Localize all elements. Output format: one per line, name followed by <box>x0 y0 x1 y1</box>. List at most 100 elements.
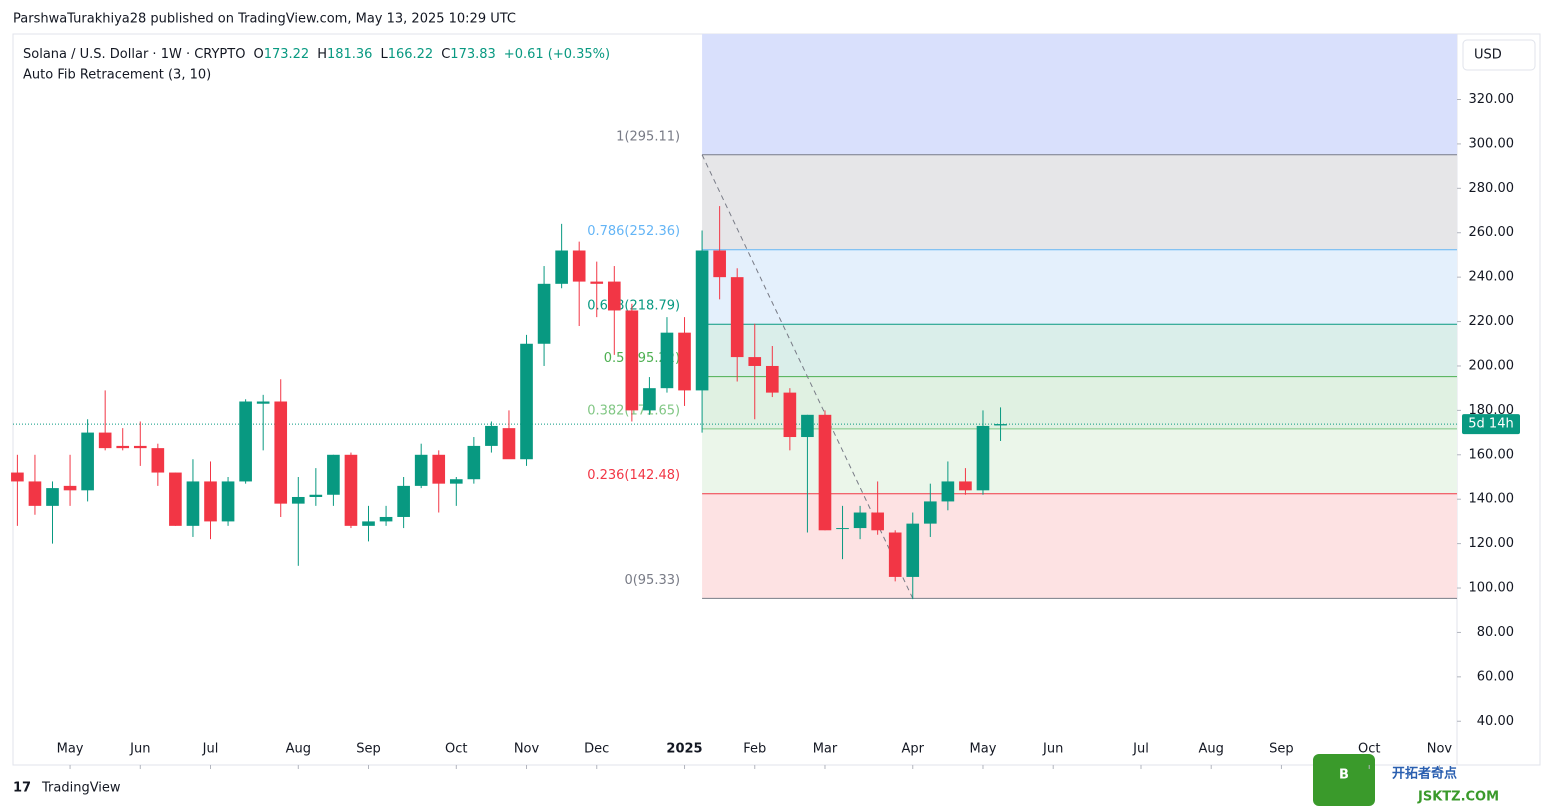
candle-body <box>379 516 393 522</box>
logo-mark: 17 <box>13 781 31 796</box>
candle-body <box>81 432 94 491</box>
x-tick-label: Aug <box>286 742 311 757</box>
x-tick-label: 2025 <box>666 742 702 757</box>
fib-label: 0.786(252.36) <box>587 224 680 239</box>
candle-body <box>133 445 147 449</box>
candle-body <box>994 424 1007 426</box>
fib-zone <box>702 34 1457 155</box>
candle-body <box>169 472 182 526</box>
candle-body <box>239 401 252 482</box>
y-tick-label: 160.00 <box>1469 447 1515 462</box>
candle-body <box>256 401 270 404</box>
candle-body <box>695 250 709 391</box>
plot: 1(295.11)0.786(252.36)0.618(218.79)0.5(1… <box>11 34 1457 600</box>
candle-body <box>186 481 200 526</box>
candle-body <box>28 481 42 506</box>
o-value: 173.22 <box>264 47 310 62</box>
l-value: 166.22 <box>388 47 434 62</box>
x-tick-label: May <box>57 742 84 757</box>
candle-body <box>941 481 955 502</box>
x-tick-label: Jun <box>1042 742 1063 757</box>
candle-body <box>801 414 814 438</box>
watermark-sub: JSKTZ.COM <box>1417 790 1499 805</box>
candle-body <box>906 523 920 577</box>
candle-body <box>467 445 481 480</box>
candle-body <box>818 414 832 531</box>
fib-label: 0.382(171.65) <box>587 403 680 418</box>
candle-body <box>607 281 621 311</box>
candle-body <box>765 365 779 393</box>
y-tick-label: 100.00 <box>1469 581 1515 596</box>
candle-body <box>590 281 604 284</box>
x-tick-label: Jun <box>129 742 150 757</box>
o: O <box>253 47 263 62</box>
candle-body <box>414 454 428 486</box>
symbol-title: Solana / U.S. Dollar · 1W · CRYPTO O173.2… <box>23 47 610 62</box>
candle-body <box>46 488 59 506</box>
watermark-icon-bg <box>1313 754 1375 806</box>
candle-body <box>976 425 990 491</box>
candle-body <box>485 425 498 446</box>
y-tick-label: 60.00 <box>1477 669 1514 684</box>
candle-body <box>853 512 867 529</box>
currency-box[interactable] <box>1462 39 1536 71</box>
candle-body <box>362 521 375 526</box>
x-tick-label: Aug <box>1199 742 1224 757</box>
candle-body <box>871 512 884 531</box>
y-tick-label: 240.00 <box>1469 270 1515 285</box>
candle-body <box>502 428 516 460</box>
x-tick-label: Sep <box>1269 742 1294 757</box>
y-tick-label: 200.00 <box>1469 358 1515 373</box>
candle-body <box>151 448 165 473</box>
candle-body <box>660 332 674 389</box>
candle-body <box>327 454 340 495</box>
watermark: 开拓者奇点 <box>1392 766 1457 782</box>
candle-body <box>730 277 744 358</box>
y-tick-label: 320.00 <box>1469 92 1515 107</box>
y-tick-label: 280.00 <box>1469 181 1515 196</box>
h: H <box>317 47 327 62</box>
publisher: ParshwaTurakhiya28 published on TradingV… <box>13 12 516 27</box>
x-tick-label: Nov <box>1427 742 1453 757</box>
candle-body <box>713 250 726 278</box>
x-tick-label: Feb <box>743 742 766 757</box>
x-tick-label: Oct <box>1358 742 1380 757</box>
candle-body <box>98 432 112 449</box>
candle-body <box>923 501 937 524</box>
fib-zone <box>702 324 1457 377</box>
x-tick-label: Jul <box>1132 742 1149 757</box>
candle-body <box>432 454 446 484</box>
candle-body <box>309 494 323 497</box>
l: L <box>380 47 388 62</box>
legend: Solana / U.S. Dollar · 1W · CRYPTO O173.2… <box>23 47 610 83</box>
y-tick-label: 40.00 <box>1477 714 1514 729</box>
candle-body <box>221 481 235 522</box>
candle-body <box>116 445 130 449</box>
x-tick-label: Jul <box>202 742 219 757</box>
candle-body <box>291 496 305 504</box>
watermark-icon: B <box>1339 768 1349 783</box>
title: Solana / U.S. Dollar · 1W · CRYPTO <box>23 47 245 62</box>
x-tick-label: Sep <box>356 742 381 757</box>
candle-body <box>625 310 639 411</box>
candle-body <box>643 388 656 411</box>
y-tick-label: 220.00 <box>1469 314 1515 329</box>
candle-body <box>959 481 972 491</box>
fib-zone <box>702 376 1457 429</box>
fib-zone <box>702 493 1457 599</box>
x-tick-label: Dec <box>584 742 609 757</box>
candle-body <box>888 532 902 577</box>
currency[interactable]: USD <box>1474 48 1502 63</box>
candle-body <box>783 392 797 438</box>
y-tick-label: 120.00 <box>1469 536 1515 551</box>
candle-body <box>520 343 533 460</box>
candle-body <box>63 485 77 491</box>
c-value: 173.83 <box>450 47 496 62</box>
candle-body <box>204 481 217 522</box>
y-tick-label: 80.00 <box>1477 625 1514 640</box>
candle-body <box>678 332 691 391</box>
change: +0.61 (+0.35%) <box>504 47 610 62</box>
candle-body <box>555 250 568 284</box>
y-tick-label: 300.00 <box>1469 136 1515 151</box>
